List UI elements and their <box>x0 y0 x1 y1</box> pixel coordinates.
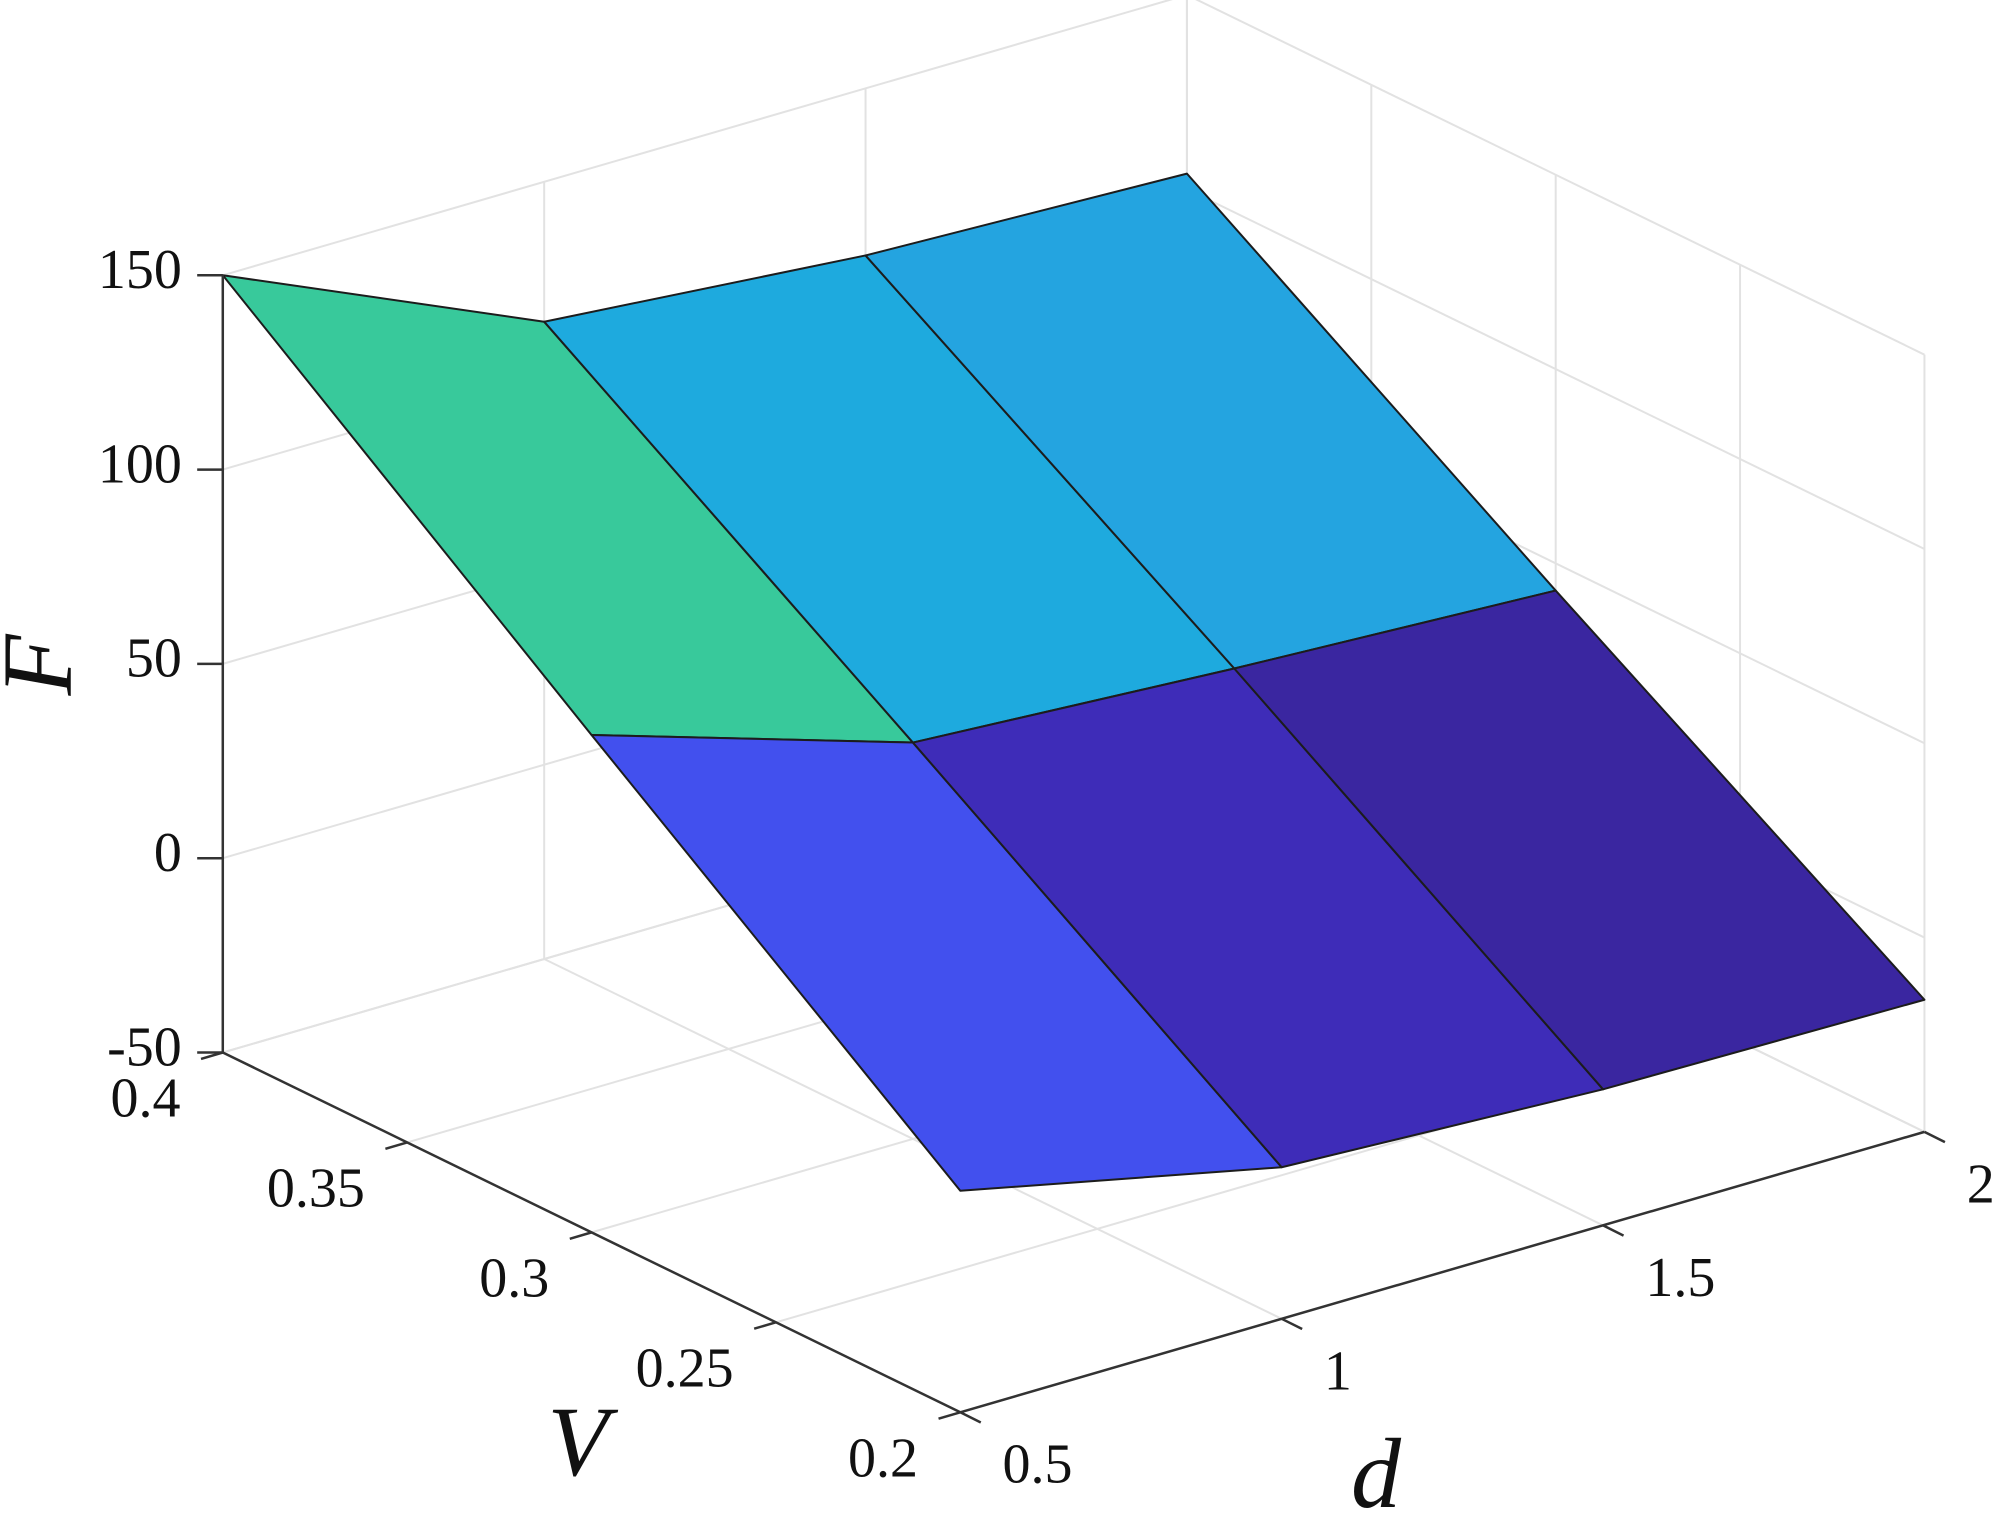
y-tick-label: 0.35 <box>267 1157 365 1219</box>
y-tick-label: 0.25 <box>636 1337 734 1399</box>
grid-line <box>1195 0 1925 356</box>
surface <box>221 172 1926 1192</box>
y-tick-label: 0.4 <box>111 1068 181 1130</box>
x-tick-label: 1.5 <box>1645 1247 1715 1309</box>
grid-line <box>222 0 1173 277</box>
y-tick <box>753 1321 777 1330</box>
z-tick-label: 150 <box>98 239 182 301</box>
x-tick <box>1602 1224 1625 1237</box>
y-tick <box>569 1231 592 1240</box>
y-tick-label: 0.2 <box>848 1427 918 1489</box>
z-tick-label: 50 <box>126 628 182 690</box>
y-axis-label: V <box>547 1386 618 1497</box>
y-tick <box>385 1141 408 1151</box>
z-tick-label: -50 <box>107 1016 182 1078</box>
x-tick <box>1281 1317 1303 1331</box>
axes: -50 0 50 100 150 0.2 0.25 0.3 0.35 0.4 0.5 1 1.5 2 <box>98 239 1995 1496</box>
x-tick-label: 2 <box>1967 1153 1995 1215</box>
x-tick-label: 0.5 <box>1003 1434 1073 1496</box>
x-tick <box>959 1411 982 1424</box>
y-tick-label: 0.3 <box>479 1247 549 1309</box>
z-tick-label: 100 <box>98 433 182 495</box>
x-axis-label: d <box>1351 1418 1402 1516</box>
z-tick-label: 0 <box>154 822 182 884</box>
surface-face <box>1233 589 1926 1091</box>
y-tick <box>938 1411 961 1420</box>
x-tick <box>1923 1130 1946 1144</box>
grid-line <box>1186 188 1925 550</box>
y-tick <box>200 1051 224 1061</box>
x-tick-label: 1 <box>1324 1340 1352 1402</box>
x-axis-line <box>959 1130 1925 1414</box>
z-axis-label: F <box>0 634 93 697</box>
